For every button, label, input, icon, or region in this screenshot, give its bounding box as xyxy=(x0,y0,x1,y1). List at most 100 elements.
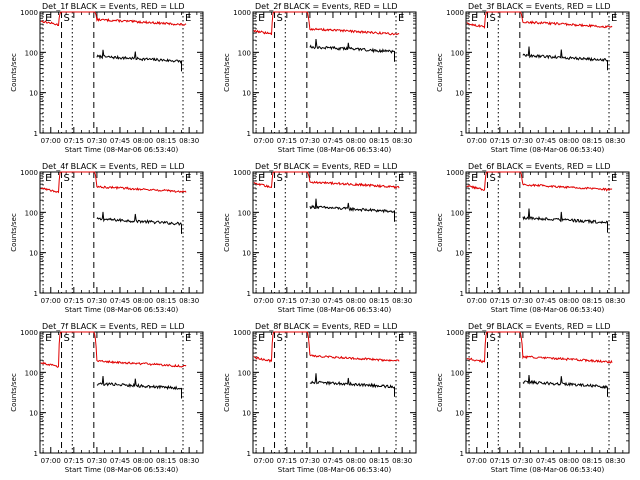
y-tick-label: 10 xyxy=(29,410,38,418)
x-tick-label: 07:15 xyxy=(490,457,510,465)
x-tick-label: 07:00 xyxy=(41,457,61,465)
y-tick-label: 1 xyxy=(247,290,251,298)
x-tick-label: 08:00 xyxy=(133,457,153,465)
x-tick-label: 08:30 xyxy=(392,297,412,305)
x-tick-label: 07:30 xyxy=(513,137,533,145)
marker-label: E xyxy=(471,333,477,344)
y-tick-label: 1 xyxy=(460,450,464,458)
x-tick-label: 07:45 xyxy=(110,297,130,305)
x-tick-label: 07:15 xyxy=(64,137,84,145)
y-tick-label: 100 xyxy=(451,209,464,217)
y-tick-label: 100 xyxy=(25,369,38,377)
plot-frame xyxy=(252,171,417,294)
x-tick-label: 08:15 xyxy=(582,297,602,305)
y-tick-label: 10 xyxy=(242,250,251,258)
lld-series-line xyxy=(40,11,187,26)
y-axis-label: Counts/sec xyxy=(436,373,444,412)
y-tick-label: 1 xyxy=(247,130,251,138)
plot-frame xyxy=(252,331,417,454)
x-tick-label: 07:15 xyxy=(64,457,84,465)
panel-title: Det_2f BLACK = Events, RED = LLD xyxy=(255,2,398,11)
y-tick-label: 1 xyxy=(34,290,38,298)
x-axis-label: Start Time (08-Mar-06 06:53:40) xyxy=(491,146,605,154)
x-tick-label: 08:15 xyxy=(156,457,176,465)
marker-label: E xyxy=(185,13,191,24)
y-tick-label: 1 xyxy=(34,450,38,458)
plot-frame xyxy=(39,11,204,134)
y-tick-label: 10 xyxy=(242,410,251,418)
x-tick-label: 07:30 xyxy=(300,137,320,145)
x-tick-label: 07:45 xyxy=(536,457,556,465)
events-series-line xyxy=(309,39,395,62)
x-tick-label: 07:30 xyxy=(513,297,533,305)
x-tick-label: 08:15 xyxy=(369,137,389,145)
x-tick-label: 08:15 xyxy=(369,457,389,465)
marker-label: E xyxy=(398,333,404,344)
x-axis-label: Start Time (08-Mar-06 06:53:40) xyxy=(278,306,392,314)
marker-label: E xyxy=(45,333,51,344)
x-tick-label: 07:45 xyxy=(536,137,556,145)
y-tick-label: 10 xyxy=(29,90,38,98)
x-tick-label: 08:30 xyxy=(179,297,199,305)
panel-det-6f: Det_6f BLACK = Events, RED = LLD 1 10 100 10… xyxy=(436,162,630,314)
events-series-line xyxy=(309,373,395,397)
x-tick-label: 07:00 xyxy=(254,297,274,305)
x-axis-label: Start Time (08-Mar-06 06:53:40) xyxy=(65,306,179,314)
x-tick-label: 07:15 xyxy=(277,137,297,145)
y-tick-label: 100 xyxy=(238,49,251,57)
x-tick-label: 07:00 xyxy=(467,137,487,145)
y-tick-label: 10 xyxy=(455,90,464,98)
marker-label: E xyxy=(471,173,477,184)
y-tick-label: 1 xyxy=(460,130,464,138)
y-tick-label: 10 xyxy=(455,410,464,418)
x-tick-label: 07:45 xyxy=(536,297,556,305)
x-tick-label: 07:15 xyxy=(277,297,297,305)
x-tick-label: 07:45 xyxy=(323,457,343,465)
plot-frame xyxy=(39,171,204,294)
marker-label: S xyxy=(277,173,283,184)
lld-series-line xyxy=(253,331,400,363)
plot-frame xyxy=(465,171,630,294)
y-axis-label: Counts/sec xyxy=(10,213,18,252)
x-tick-label: 07:00 xyxy=(254,137,274,145)
events-series-line xyxy=(96,211,182,234)
x-tick-label: 07:30 xyxy=(87,457,107,465)
panel-title: Det_3f BLACK = Events, RED = LLD xyxy=(468,2,611,11)
panel-title: Det_9f BLACK = Events, RED = LLD xyxy=(468,322,611,331)
x-tick-label: 08:30 xyxy=(179,137,199,145)
plot-frame xyxy=(465,11,630,134)
x-tick-label: 07:00 xyxy=(467,457,487,465)
x-axis-label: Start Time (08-Mar-06 06:53:40) xyxy=(278,146,392,154)
x-tick-label: 08:30 xyxy=(392,137,412,145)
x-tick-label: 07:15 xyxy=(490,297,510,305)
x-tick-label: 07:15 xyxy=(64,297,84,305)
x-tick-label: 07:30 xyxy=(513,457,533,465)
marker-label: S xyxy=(277,333,283,344)
x-tick-label: 07:45 xyxy=(110,137,130,145)
marker-label: E xyxy=(398,173,404,184)
panel-det-9f: Det_9f BLACK = Events, RED = LLD 1 10 100 10… xyxy=(436,322,630,474)
y-tick-label: 1000 xyxy=(446,329,464,337)
events-series-line xyxy=(309,198,395,222)
marker-label: S xyxy=(277,13,283,24)
y-tick-label: 1000 xyxy=(446,169,464,177)
lld-series-line xyxy=(40,331,187,368)
x-tick-label: 08:30 xyxy=(392,457,412,465)
x-tick-label: 08:15 xyxy=(369,297,389,305)
events-series-line xyxy=(522,374,608,397)
lld-series-line xyxy=(253,11,400,36)
y-axis-label: Counts/sec xyxy=(436,53,444,92)
plot-frame xyxy=(39,331,204,454)
y-axis-label: Counts/sec xyxy=(10,373,18,412)
x-tick-label: 07:30 xyxy=(87,297,107,305)
panel-det-4f: Det_4f BLACK = Events, RED = LLD 1 10 100 10… xyxy=(10,162,204,314)
x-tick-label: 07:00 xyxy=(41,137,61,145)
panel-det-1f: Det_1f BLACK = Events, RED = LLD 1 10 100 10… xyxy=(10,2,204,154)
y-tick-label: 10 xyxy=(455,250,464,258)
y-axis-label: Counts/sec xyxy=(223,213,231,252)
x-tick-label: 08:30 xyxy=(605,297,625,305)
x-tick-label: 08:00 xyxy=(133,137,153,145)
x-axis-label: Start Time (08-Mar-06 06:53:40) xyxy=(65,146,179,154)
y-tick-label: 10 xyxy=(242,90,251,98)
